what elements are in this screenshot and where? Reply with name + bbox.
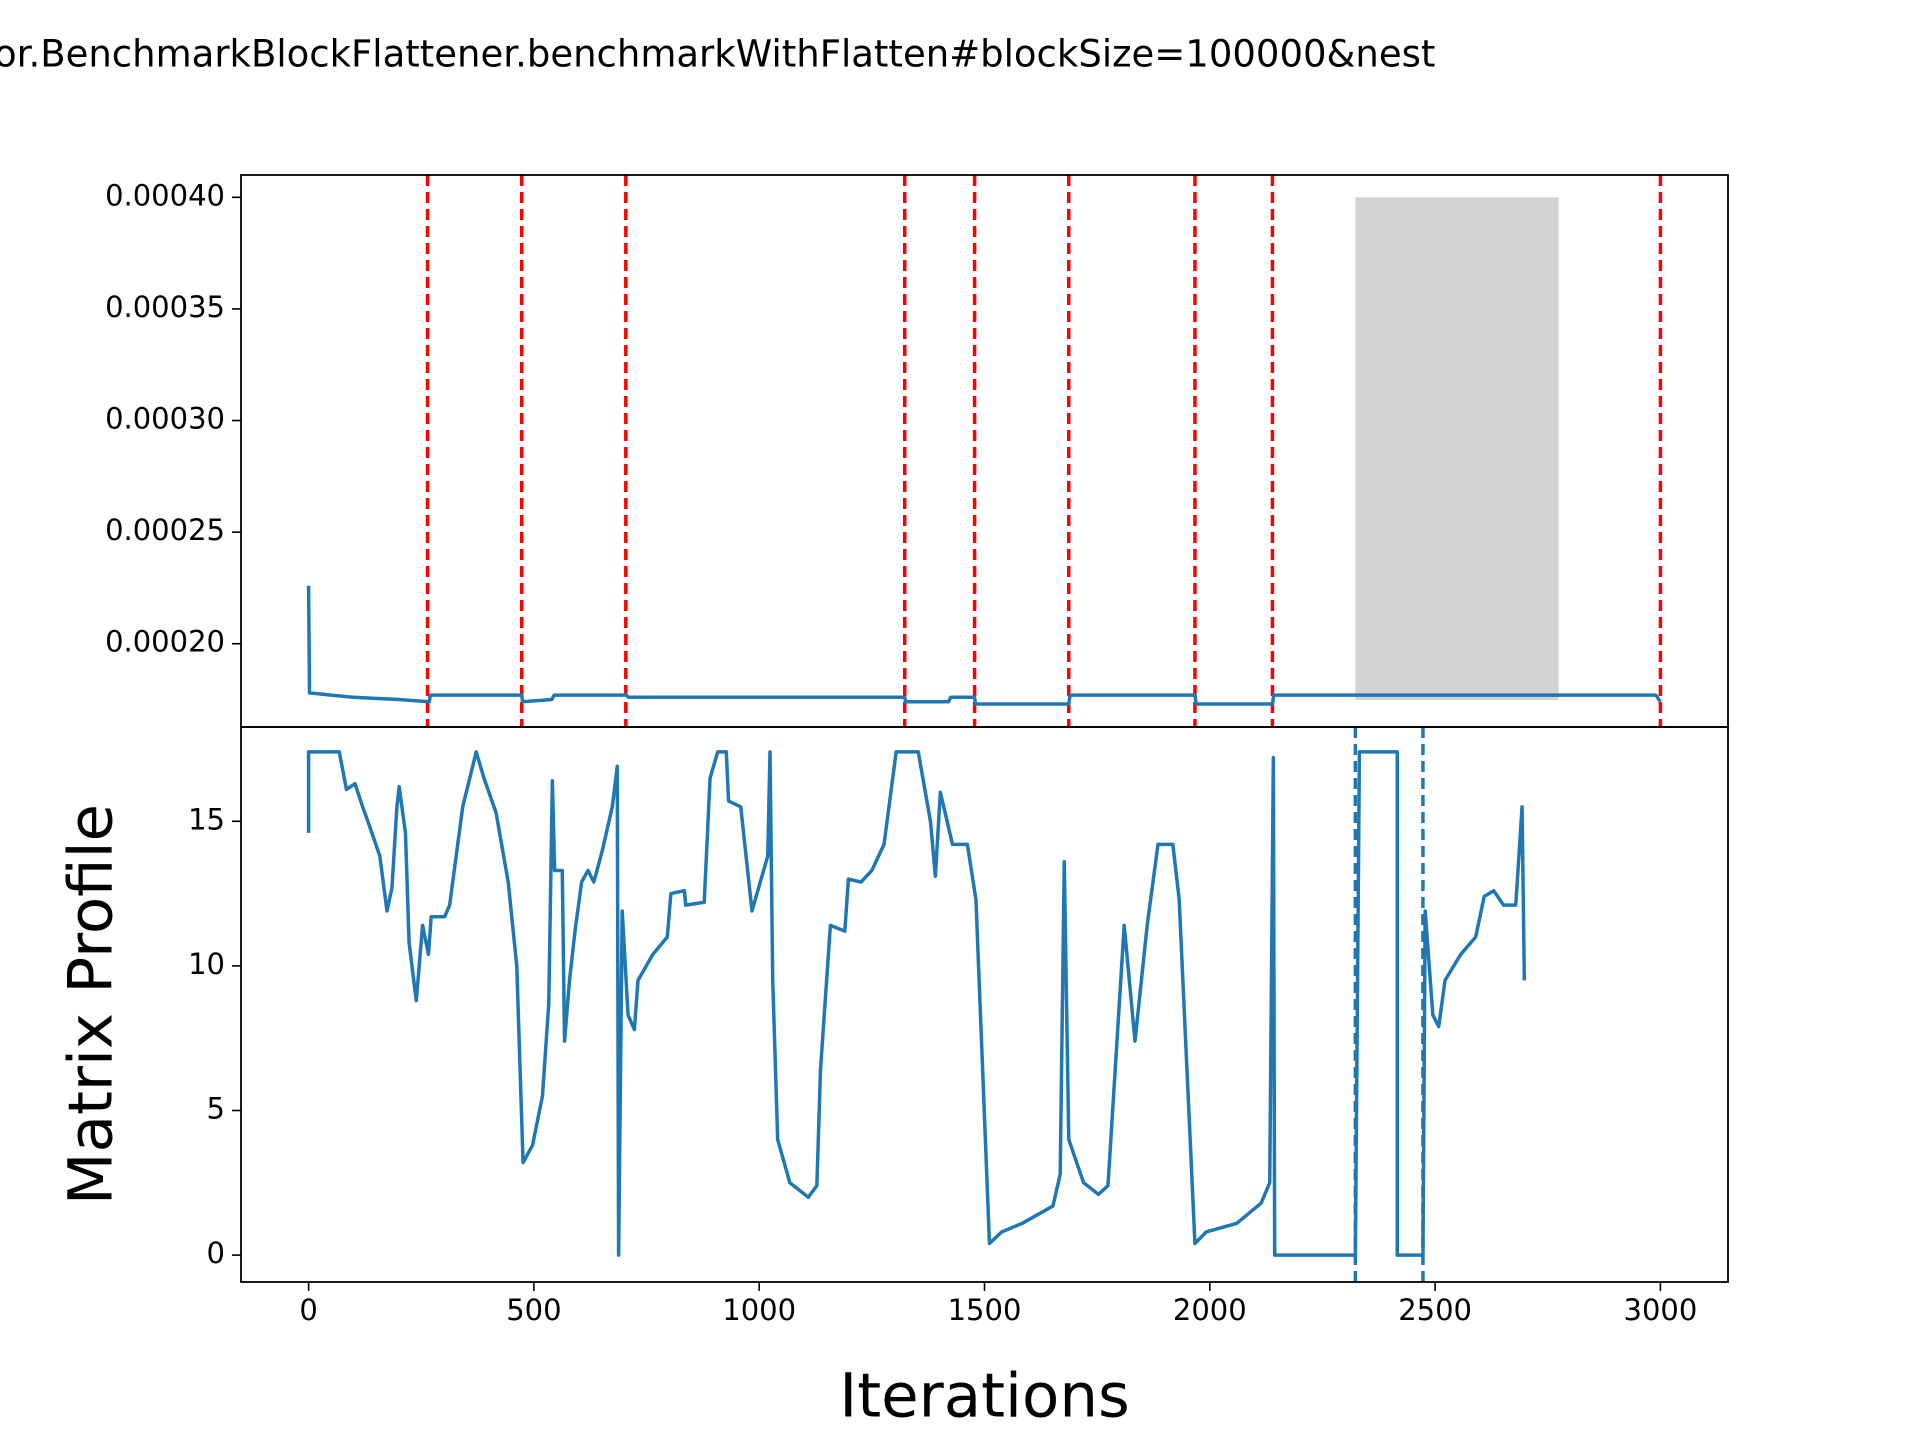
- x-tick-label: 2500: [1398, 1293, 1472, 1327]
- y-axis-label: Matrix Profile: [56, 804, 127, 1205]
- x-tick-label: 3000: [1624, 1293, 1698, 1327]
- plot-area: [306, 175, 1663, 727]
- y-tick-label: 5: [207, 1091, 225, 1125]
- figure-title: or.BenchmarkBlockFlattener.benchmarkWith…: [0, 33, 1435, 76]
- y-tick-label: 0.00030: [105, 402, 225, 436]
- x-tick-label: 1500: [948, 1293, 1022, 1327]
- plot-area: [306, 727, 1527, 1282]
- highlight-span: [1355, 197, 1559, 700]
- x-axis-label: Iterations: [839, 1361, 1130, 1432]
- y-tick-label: 0.00025: [105, 513, 225, 547]
- x-tick-label: 2000: [1173, 1293, 1247, 1327]
- y-tick-label: 15: [188, 802, 225, 836]
- x-tick-label: 500: [506, 1293, 561, 1327]
- axes-frame: [240, 726, 1729, 1283]
- y-tick-label: 10: [188, 947, 225, 981]
- data-line: [306, 750, 1527, 1257]
- y-tick-label: 0.00035: [105, 290, 225, 324]
- y-tick-label: 0: [207, 1236, 225, 1270]
- x-tick-label: 1000: [722, 1293, 796, 1327]
- y-tick-label: 0.00040: [105, 178, 225, 212]
- x-tick-label: 0: [299, 1293, 317, 1327]
- data-line: [306, 585, 1662, 706]
- y-tick-label: 0.00020: [105, 625, 225, 659]
